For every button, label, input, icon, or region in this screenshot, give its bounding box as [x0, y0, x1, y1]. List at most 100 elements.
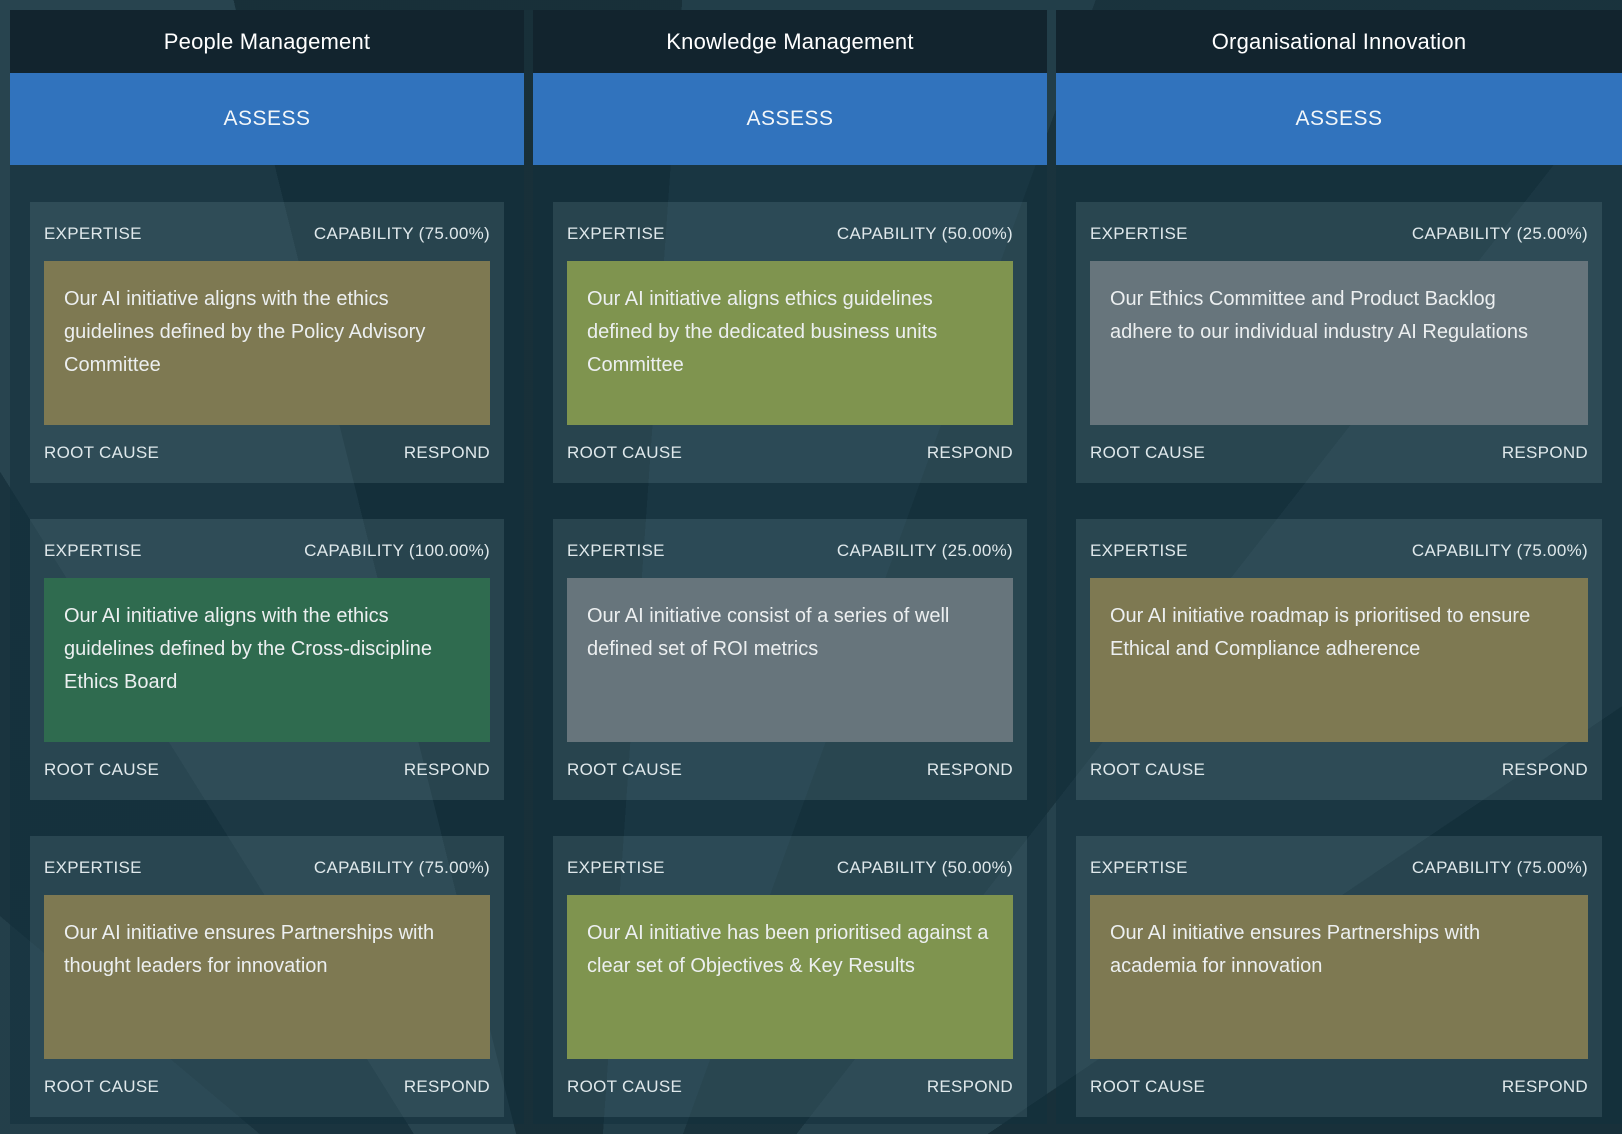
- root-cause-link[interactable]: ROOT CAUSE: [567, 443, 683, 462]
- respond-link[interactable]: RESPOND: [926, 1077, 1013, 1096]
- statement-box[interactable]: Our AI initiative ensures Partnerships w…: [44, 895, 490, 1059]
- column-knowledge-management: Knowledge Management ASSESS EXPERTISE CA…: [533, 10, 1047, 1124]
- column-body: EXPERTISE CAPABILITY (25.00%) Our Ethics…: [1056, 165, 1622, 1124]
- root-cause-link[interactable]: ROOT CAUSE: [1090, 443, 1206, 462]
- root-cause-link[interactable]: ROOT CAUSE: [44, 760, 160, 779]
- assessment-card[interactable]: EXPERTISE CAPABILITY (75.00%) Our AI ini…: [1076, 519, 1602, 800]
- card-header: EXPERTISE CAPABILITY (25.00%): [567, 541, 1013, 561]
- expertise-label: EXPERTISE: [567, 858, 665, 877]
- column-title: People Management: [10, 10, 524, 73]
- assess-stage-label: ASSESS: [1295, 107, 1383, 130]
- root-cause-link[interactable]: ROOT CAUSE: [44, 1077, 160, 1096]
- card-footer: ROOT CAUSE RESPOND: [567, 443, 1013, 463]
- capability-value: CAPABILITY (50.00%): [836, 858, 1013, 877]
- card-header: EXPERTISE CAPABILITY (75.00%): [44, 858, 490, 878]
- expertise-label: EXPERTISE: [44, 541, 142, 560]
- card-footer: ROOT CAUSE RESPOND: [44, 1077, 490, 1097]
- respond-link[interactable]: RESPOND: [403, 1077, 490, 1096]
- statement-text: Our AI initiative aligns ethics guidelin…: [587, 288, 938, 376]
- capability-value: CAPABILITY (25.00%): [1411, 224, 1588, 243]
- card-header: EXPERTISE CAPABILITY (50.00%): [567, 224, 1013, 244]
- card-footer: ROOT CAUSE RESPOND: [44, 443, 490, 463]
- respond-link[interactable]: RESPOND: [1501, 443, 1588, 462]
- capability-value: CAPABILITY (75.00%): [313, 224, 490, 243]
- column-title-text: Organisational Innovation: [1211, 28, 1467, 54]
- column-organisational-innovation: Organisational Innovation ASSESS EXPERTI…: [1056, 10, 1622, 1124]
- statement-box[interactable]: Our AI initiative aligns with the ethics…: [44, 261, 490, 425]
- statement-text: Our AI initiative consist of a series of…: [587, 605, 950, 660]
- expertise-label: EXPERTISE: [44, 858, 142, 877]
- root-cause-link[interactable]: ROOT CAUSE: [567, 760, 683, 779]
- root-cause-link[interactable]: ROOT CAUSE: [44, 443, 160, 462]
- assessment-card[interactable]: EXPERTISE CAPABILITY (25.00%) Our AI ini…: [553, 519, 1027, 800]
- statement-text: Our AI initiative has been prioritised a…: [587, 922, 989, 977]
- assessment-card[interactable]: EXPERTISE CAPABILITY (75.00%) Our AI ini…: [30, 202, 504, 483]
- assessment-card[interactable]: EXPERTISE CAPABILITY (25.00%) Our Ethics…: [1076, 202, 1602, 483]
- assessment-card[interactable]: EXPERTISE CAPABILITY (75.00%) Our AI ini…: [30, 836, 504, 1117]
- statement-box[interactable]: Our AI initiative ensures Partnerships w…: [1090, 895, 1588, 1059]
- capability-value: CAPABILITY (25.00%): [836, 541, 1013, 560]
- card-footer: ROOT CAUSE RESPOND: [567, 1077, 1013, 1097]
- card-header: EXPERTISE CAPABILITY (75.00%): [1090, 858, 1588, 878]
- column-title-text: Knowledge Management: [666, 28, 914, 54]
- assess-stage-button[interactable]: ASSESS: [10, 73, 524, 165]
- card-header: EXPERTISE CAPABILITY (100.00%): [44, 541, 490, 561]
- capability-value: CAPABILITY (75.00%): [1411, 541, 1588, 560]
- statement-text: Our Ethics Committee and Product Backlog…: [1110, 288, 1529, 343]
- respond-link[interactable]: RESPOND: [926, 443, 1013, 462]
- assess-stage-label: ASSESS: [746, 107, 834, 130]
- assessment-card[interactable]: EXPERTISE CAPABILITY (100.00%) Our AI in…: [30, 519, 504, 800]
- expertise-label: EXPERTISE: [1090, 541, 1188, 560]
- column-people-management: People Management ASSESS EXPERTISE CAPAB…: [10, 10, 524, 1124]
- assessment-card[interactable]: EXPERTISE CAPABILITY (50.00%) Our AI ini…: [553, 202, 1027, 483]
- card-header: EXPERTISE CAPABILITY (25.00%): [1090, 224, 1588, 244]
- statement-text: Our AI initiative ensures Partnerships w…: [1110, 922, 1481, 977]
- expertise-label: EXPERTISE: [567, 224, 665, 243]
- statement-box[interactable]: Our AI initiative aligns ethics guidelin…: [567, 261, 1013, 425]
- expertise-label: EXPERTISE: [1090, 858, 1188, 877]
- expertise-label: EXPERTISE: [44, 224, 142, 243]
- capability-value: CAPABILITY (75.00%): [1411, 858, 1588, 877]
- respond-link[interactable]: RESPOND: [1501, 1077, 1588, 1096]
- respond-link[interactable]: RESPOND: [403, 443, 490, 462]
- assess-stage-button[interactable]: ASSESS: [533, 73, 1047, 165]
- root-cause-link[interactable]: ROOT CAUSE: [1090, 760, 1206, 779]
- statement-text: Our AI initiative aligns with the ethics…: [64, 605, 432, 693]
- assess-stage-button[interactable]: ASSESS: [1056, 73, 1622, 165]
- assessment-card[interactable]: EXPERTISE CAPABILITY (75.00%) Our AI ini…: [1076, 836, 1602, 1117]
- card-footer: ROOT CAUSE RESPOND: [1090, 1077, 1588, 1097]
- capability-value: CAPABILITY (75.00%): [313, 858, 490, 877]
- statement-box[interactable]: Our AI initiative roadmap is prioritised…: [1090, 578, 1588, 742]
- column-title: Knowledge Management: [533, 10, 1047, 73]
- respond-link[interactable]: RESPOND: [1501, 760, 1588, 779]
- expertise-label: EXPERTISE: [567, 541, 665, 560]
- column-title-text: People Management: [163, 28, 371, 54]
- assessment-card[interactable]: EXPERTISE CAPABILITY (50.00%) Our AI ini…: [553, 836, 1027, 1117]
- root-cause-link[interactable]: ROOT CAUSE: [1090, 1077, 1206, 1096]
- column-body: EXPERTISE CAPABILITY (75.00%) Our AI ini…: [10, 165, 524, 1124]
- respond-link[interactable]: RESPOND: [403, 760, 490, 779]
- column-body: EXPERTISE CAPABILITY (50.00%) Our AI ini…: [533, 165, 1047, 1124]
- card-header: EXPERTISE CAPABILITY (75.00%): [1090, 541, 1588, 561]
- root-cause-link[interactable]: ROOT CAUSE: [567, 1077, 683, 1096]
- card-footer: ROOT CAUSE RESPOND: [567, 760, 1013, 780]
- capability-value: CAPABILITY (100.00%): [304, 541, 490, 560]
- statement-text: Our AI initiative ensures Partnerships w…: [64, 922, 435, 977]
- card-footer: ROOT CAUSE RESPOND: [44, 760, 490, 780]
- card-header: EXPERTISE CAPABILITY (75.00%): [44, 224, 490, 244]
- card-footer: ROOT CAUSE RESPOND: [1090, 443, 1588, 463]
- respond-link[interactable]: RESPOND: [926, 760, 1013, 779]
- statement-box[interactable]: Our AI initiative has been prioritised a…: [567, 895, 1013, 1059]
- statement-box[interactable]: Our Ethics Committee and Product Backlog…: [1090, 261, 1588, 425]
- statement-box[interactable]: Our AI initiative aligns with the ethics…: [44, 578, 490, 742]
- statement-box[interactable]: Our AI initiative consist of a series of…: [567, 578, 1013, 742]
- capability-value: CAPABILITY (50.00%): [836, 224, 1013, 243]
- card-footer: ROOT CAUSE RESPOND: [1090, 760, 1588, 780]
- expertise-label: EXPERTISE: [1090, 224, 1188, 243]
- card-header: EXPERTISE CAPABILITY (50.00%): [567, 858, 1013, 878]
- assess-stage-label: ASSESS: [223, 107, 311, 130]
- statement-text: Our AI initiative aligns with the ethics…: [64, 288, 426, 376]
- column-title: Organisational Innovation: [1056, 10, 1622, 73]
- statement-text: Our AI initiative roadmap is prioritised…: [1110, 605, 1531, 660]
